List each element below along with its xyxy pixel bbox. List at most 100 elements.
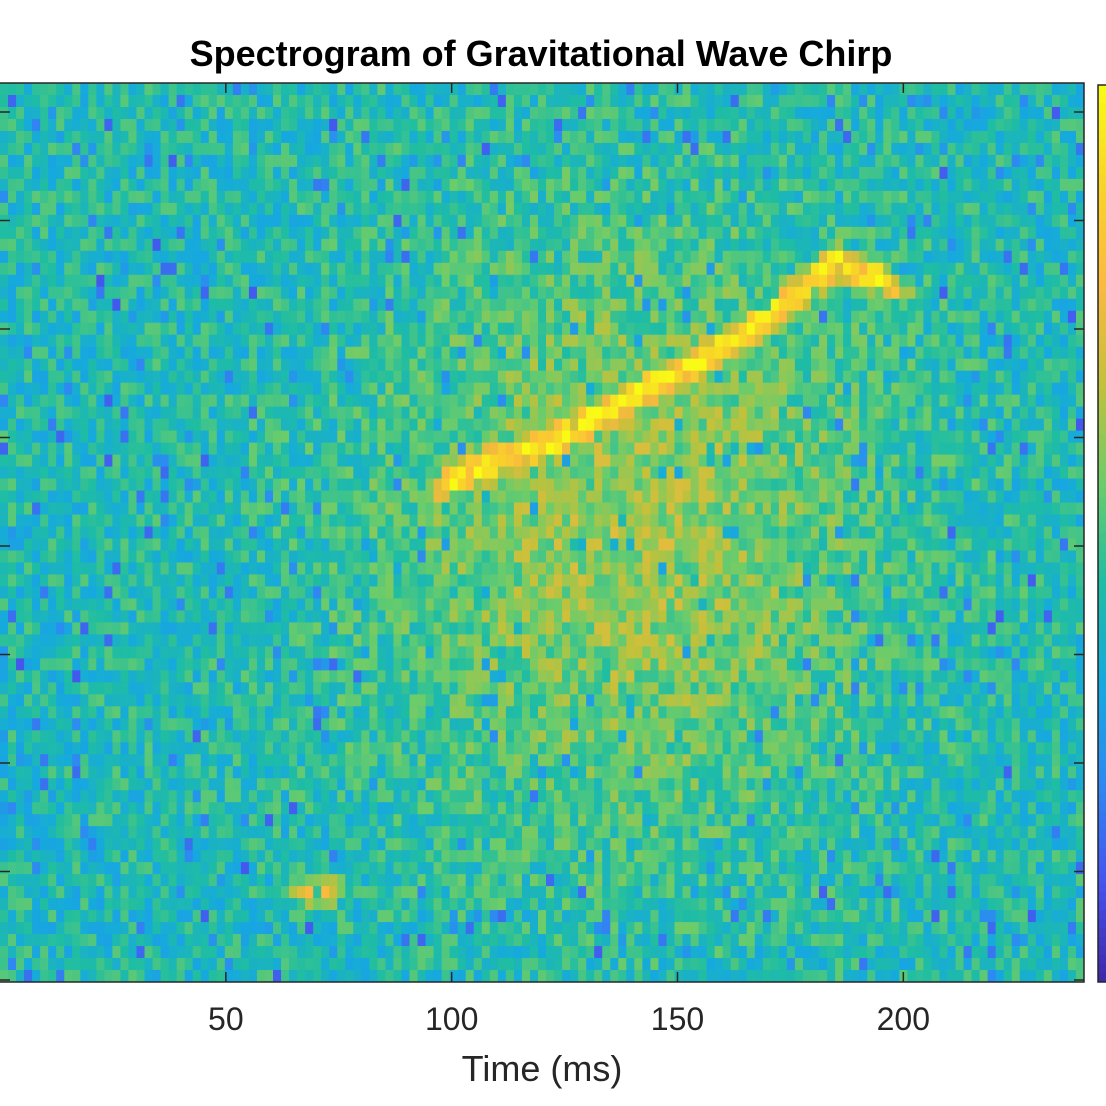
heatmap-cell	[369, 490, 378, 504]
heatmap-cell	[465, 502, 475, 516]
heatmap-cell	[819, 250, 828, 264]
heatmap-cell	[698, 226, 708, 240]
heatmap-cell	[819, 454, 828, 468]
heatmap-cell	[152, 142, 162, 156]
heatmap-cell	[208, 214, 218, 228]
heatmap-cell	[473, 130, 483, 144]
heatmap-cell	[56, 286, 65, 300]
heatmap-cell	[256, 370, 266, 384]
heatmap-cell	[1027, 106, 1037, 120]
heatmap-cell	[995, 466, 1005, 480]
heatmap-cell	[248, 298, 258, 312]
heatmap-cell	[843, 118, 852, 132]
heatmap-cell	[562, 466, 571, 480]
heatmap-cell	[859, 490, 868, 504]
heatmap-cell	[321, 142, 330, 156]
heatmap-cell	[722, 250, 732, 264]
heatmap-cell	[248, 418, 258, 432]
heatmap-cell	[794, 466, 804, 480]
heatmap-cell	[417, 382, 427, 396]
heatmap-cell	[297, 466, 306, 480]
heatmap-cell	[313, 106, 322, 120]
heatmap-cell	[264, 190, 274, 204]
heatmap-cell	[859, 262, 868, 276]
heatmap-cell	[401, 130, 411, 144]
heatmap-cell	[947, 286, 957, 300]
heatmap-cell	[96, 154, 105, 168]
heatmap-cell	[136, 418, 146, 432]
heatmap-cell	[770, 130, 780, 144]
heatmap-cell	[505, 382, 515, 396]
heatmap-cell	[16, 154, 25, 168]
heatmap-cell	[449, 94, 459, 108]
heatmap-cell	[473, 430, 483, 444]
heatmap-cell	[409, 358, 419, 372]
heatmap-cell	[770, 514, 780, 528]
heatmap-cell	[1011, 274, 1021, 288]
heatmap-cell	[329, 370, 338, 384]
heatmap-cell	[794, 178, 804, 192]
heatmap-cell	[939, 514, 949, 528]
heatmap-cell	[610, 502, 619, 516]
heatmap-cell	[947, 154, 957, 168]
heatmap-cell	[441, 370, 451, 384]
heatmap-cell	[650, 238, 660, 252]
heatmap-cell	[240, 142, 250, 156]
heatmap-cell	[1051, 118, 1061, 132]
heatmap-cell	[682, 214, 692, 228]
heatmap-cell	[200, 190, 210, 204]
heatmap-cell	[256, 454, 266, 468]
heatmap-cell	[24, 274, 33, 288]
heatmap-cell	[698, 370, 708, 384]
heatmap-cell	[794, 94, 804, 108]
heatmap-cell	[754, 454, 764, 468]
heatmap-cell	[120, 226, 130, 240]
heatmap-cell	[216, 274, 226, 288]
heatmap-cell	[481, 334, 491, 348]
heatmap-cell	[658, 286, 668, 300]
heatmap-cell	[1059, 358, 1069, 372]
heatmap-cell	[224, 130, 234, 144]
heatmap-cell	[923, 406, 933, 420]
heatmap-cell	[827, 83, 836, 96]
heatmap-cell	[554, 430, 563, 444]
heatmap-cell	[281, 370, 290, 384]
heatmap-cell	[321, 214, 330, 228]
heatmap-cell	[449, 370, 459, 384]
heatmap-cell	[947, 118, 957, 132]
heatmap-cell	[770, 418, 780, 432]
heatmap-cell	[650, 190, 660, 204]
heatmap-cell	[794, 394, 804, 408]
heatmap-cell	[120, 442, 130, 456]
heatmap-cell	[610, 514, 619, 528]
heatmap-cell	[537, 502, 547, 516]
heatmap-cell	[1051, 130, 1061, 144]
heatmap-cell	[610, 190, 619, 204]
heatmap-cell	[819, 466, 828, 480]
heatmap-cell	[1051, 382, 1061, 396]
heatmap-cell	[264, 142, 274, 156]
heatmap-cell	[152, 286, 162, 300]
heatmap-cell	[425, 394, 435, 408]
heatmap-cell	[546, 310, 555, 324]
heatmap-cell	[658, 178, 668, 192]
heatmap-cell	[1003, 298, 1013, 312]
heatmap-cell	[955, 250, 965, 264]
heatmap-cell	[979, 514, 989, 528]
heatmap-cell	[160, 322, 170, 336]
heatmap-cell	[401, 442, 411, 456]
heatmap-cell	[923, 466, 933, 480]
heatmap-cell	[562, 382, 571, 396]
heatmap-cell	[88, 250, 97, 264]
heatmap-cell	[417, 298, 427, 312]
heatmap-cell	[481, 250, 491, 264]
heatmap-cell	[931, 298, 941, 312]
heatmap-cell	[682, 166, 692, 180]
heatmap-cell	[88, 346, 97, 360]
heatmap-cell	[963, 394, 973, 408]
heatmap-cell	[1051, 262, 1061, 276]
heatmap-cell	[979, 154, 989, 168]
heatmap-cell	[168, 166, 178, 180]
heatmap-cell	[586, 346, 595, 360]
heatmap-cell	[1075, 190, 1084, 204]
